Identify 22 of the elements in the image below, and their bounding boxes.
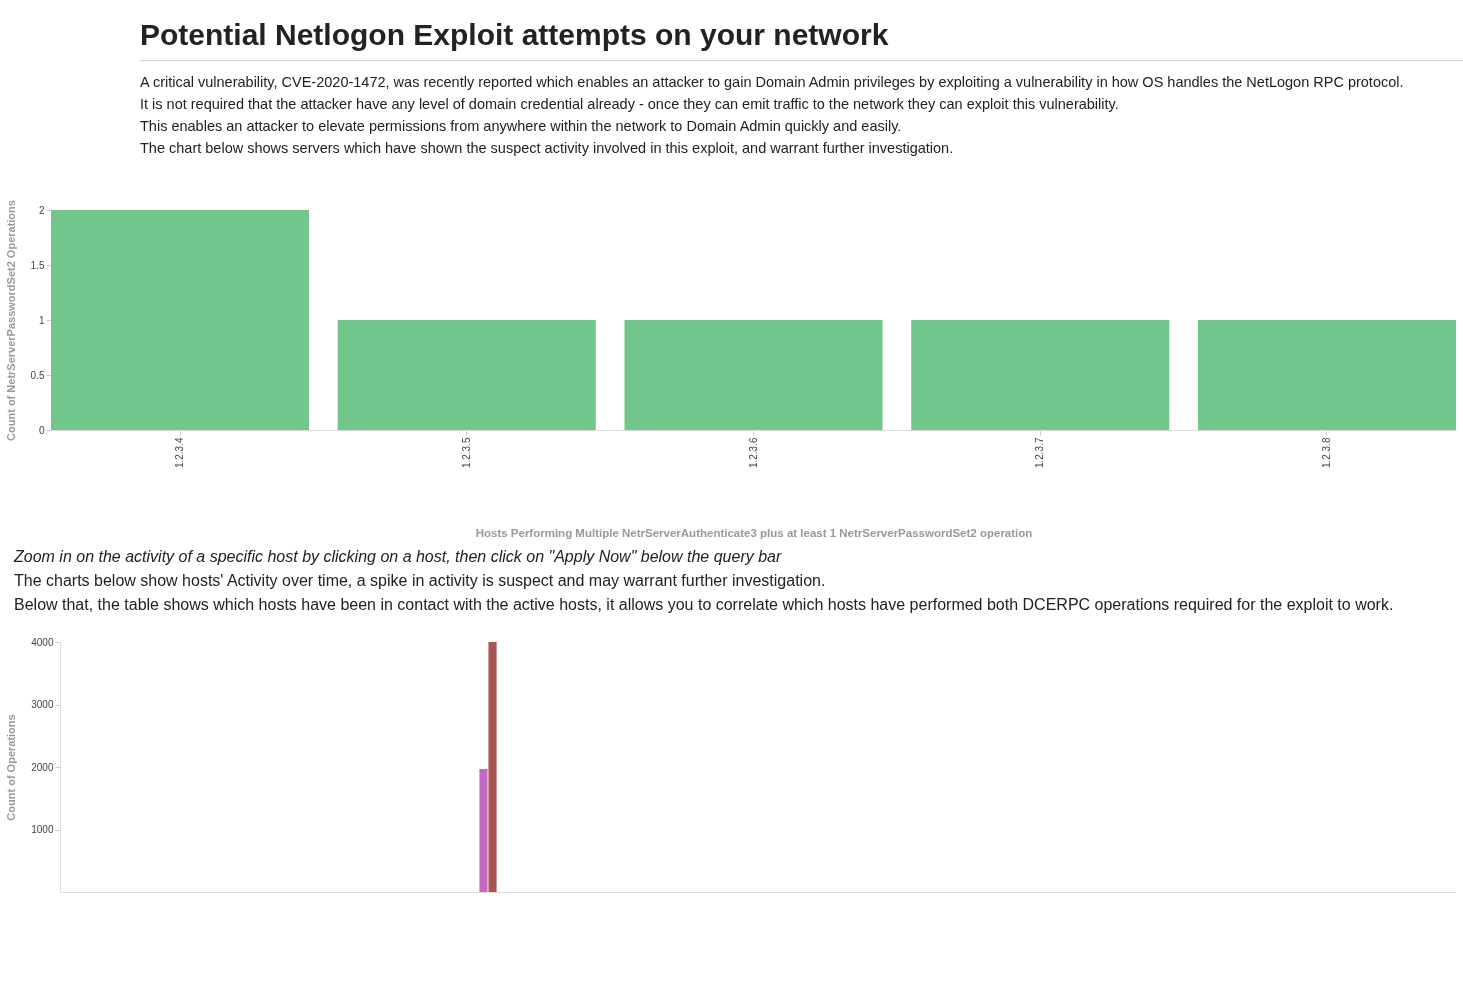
x-tick-label: 1.2.3.7 <box>1034 437 1046 469</box>
text: Below that, the table shows which hosts have been in contact with the active hosts, it allows you to correlate which hosts have performed both DCERPC operations required for the exploit to work. <box>14 596 1394 613</box>
y-tick-label: 2 <box>38 204 45 216</box>
text: Zoom in on the activity of a specific host by clicking on a host, then click on "Apply Now" below the query bar <box>14 548 782 565</box>
chart-title: Potential Netlogon Exploit attempts on your network <box>140 18 1463 61</box>
x-tick-label: 1.2.3.6 <box>747 437 759 469</box>
x-tick-label: 1.2.3.5 <box>460 437 472 469</box>
text: The charts below show hosts' Activity over time, a spike in activity is suspect and may warrant further investigation. <box>14 572 826 589</box>
y-tick-label: 1.5 <box>30 259 45 271</box>
y-axis-title: Count of NetrServerPasswordSet2 Operations <box>4 200 17 441</box>
y-tick-label: 4000 <box>31 636 54 648</box>
y-tick-label: 3000 <box>31 699 54 710</box>
y-axis-title: Count of Operations <box>5 714 18 821</box>
x-axis-title: Hosts Performing Multiple NetrServerAuthenticate3 plus at least 1 NetrServerPasswordSet2 operation <box>475 527 1033 540</box>
y-tick-label: 2000 <box>31 761 54 773</box>
y-tick-label: 1 <box>38 314 45 326</box>
x-tick-label: 1.2.3.4 <box>174 437 186 469</box>
y-tick-label: 1000 <box>31 824 54 835</box>
y-tick-label: 0 <box>38 424 45 436</box>
y-tick-label: 0.5 <box>30 369 45 381</box>
x-tick-label: 1.2.3.8 <box>1320 437 1332 469</box>
chart-subtitle: A critical vulnerability, CVE-2020-1472, was recently reported which enables an attacker to gain Domain Admin privileges by exploiting a vulnerability in how OS handles the NetLogon RPC protocol. It is not required that the attacker have any level of domain credential already - once they can emit traffic to the network they can exploit this vulnerability. This enables an attacker to elevate permissions from anywhere within the network to Domain Admin quickly and easily. The chart below shows servers which have shown the suspect activity involved in this exploit, and warrant further investigation. <box>140 73 1405 158</box>
